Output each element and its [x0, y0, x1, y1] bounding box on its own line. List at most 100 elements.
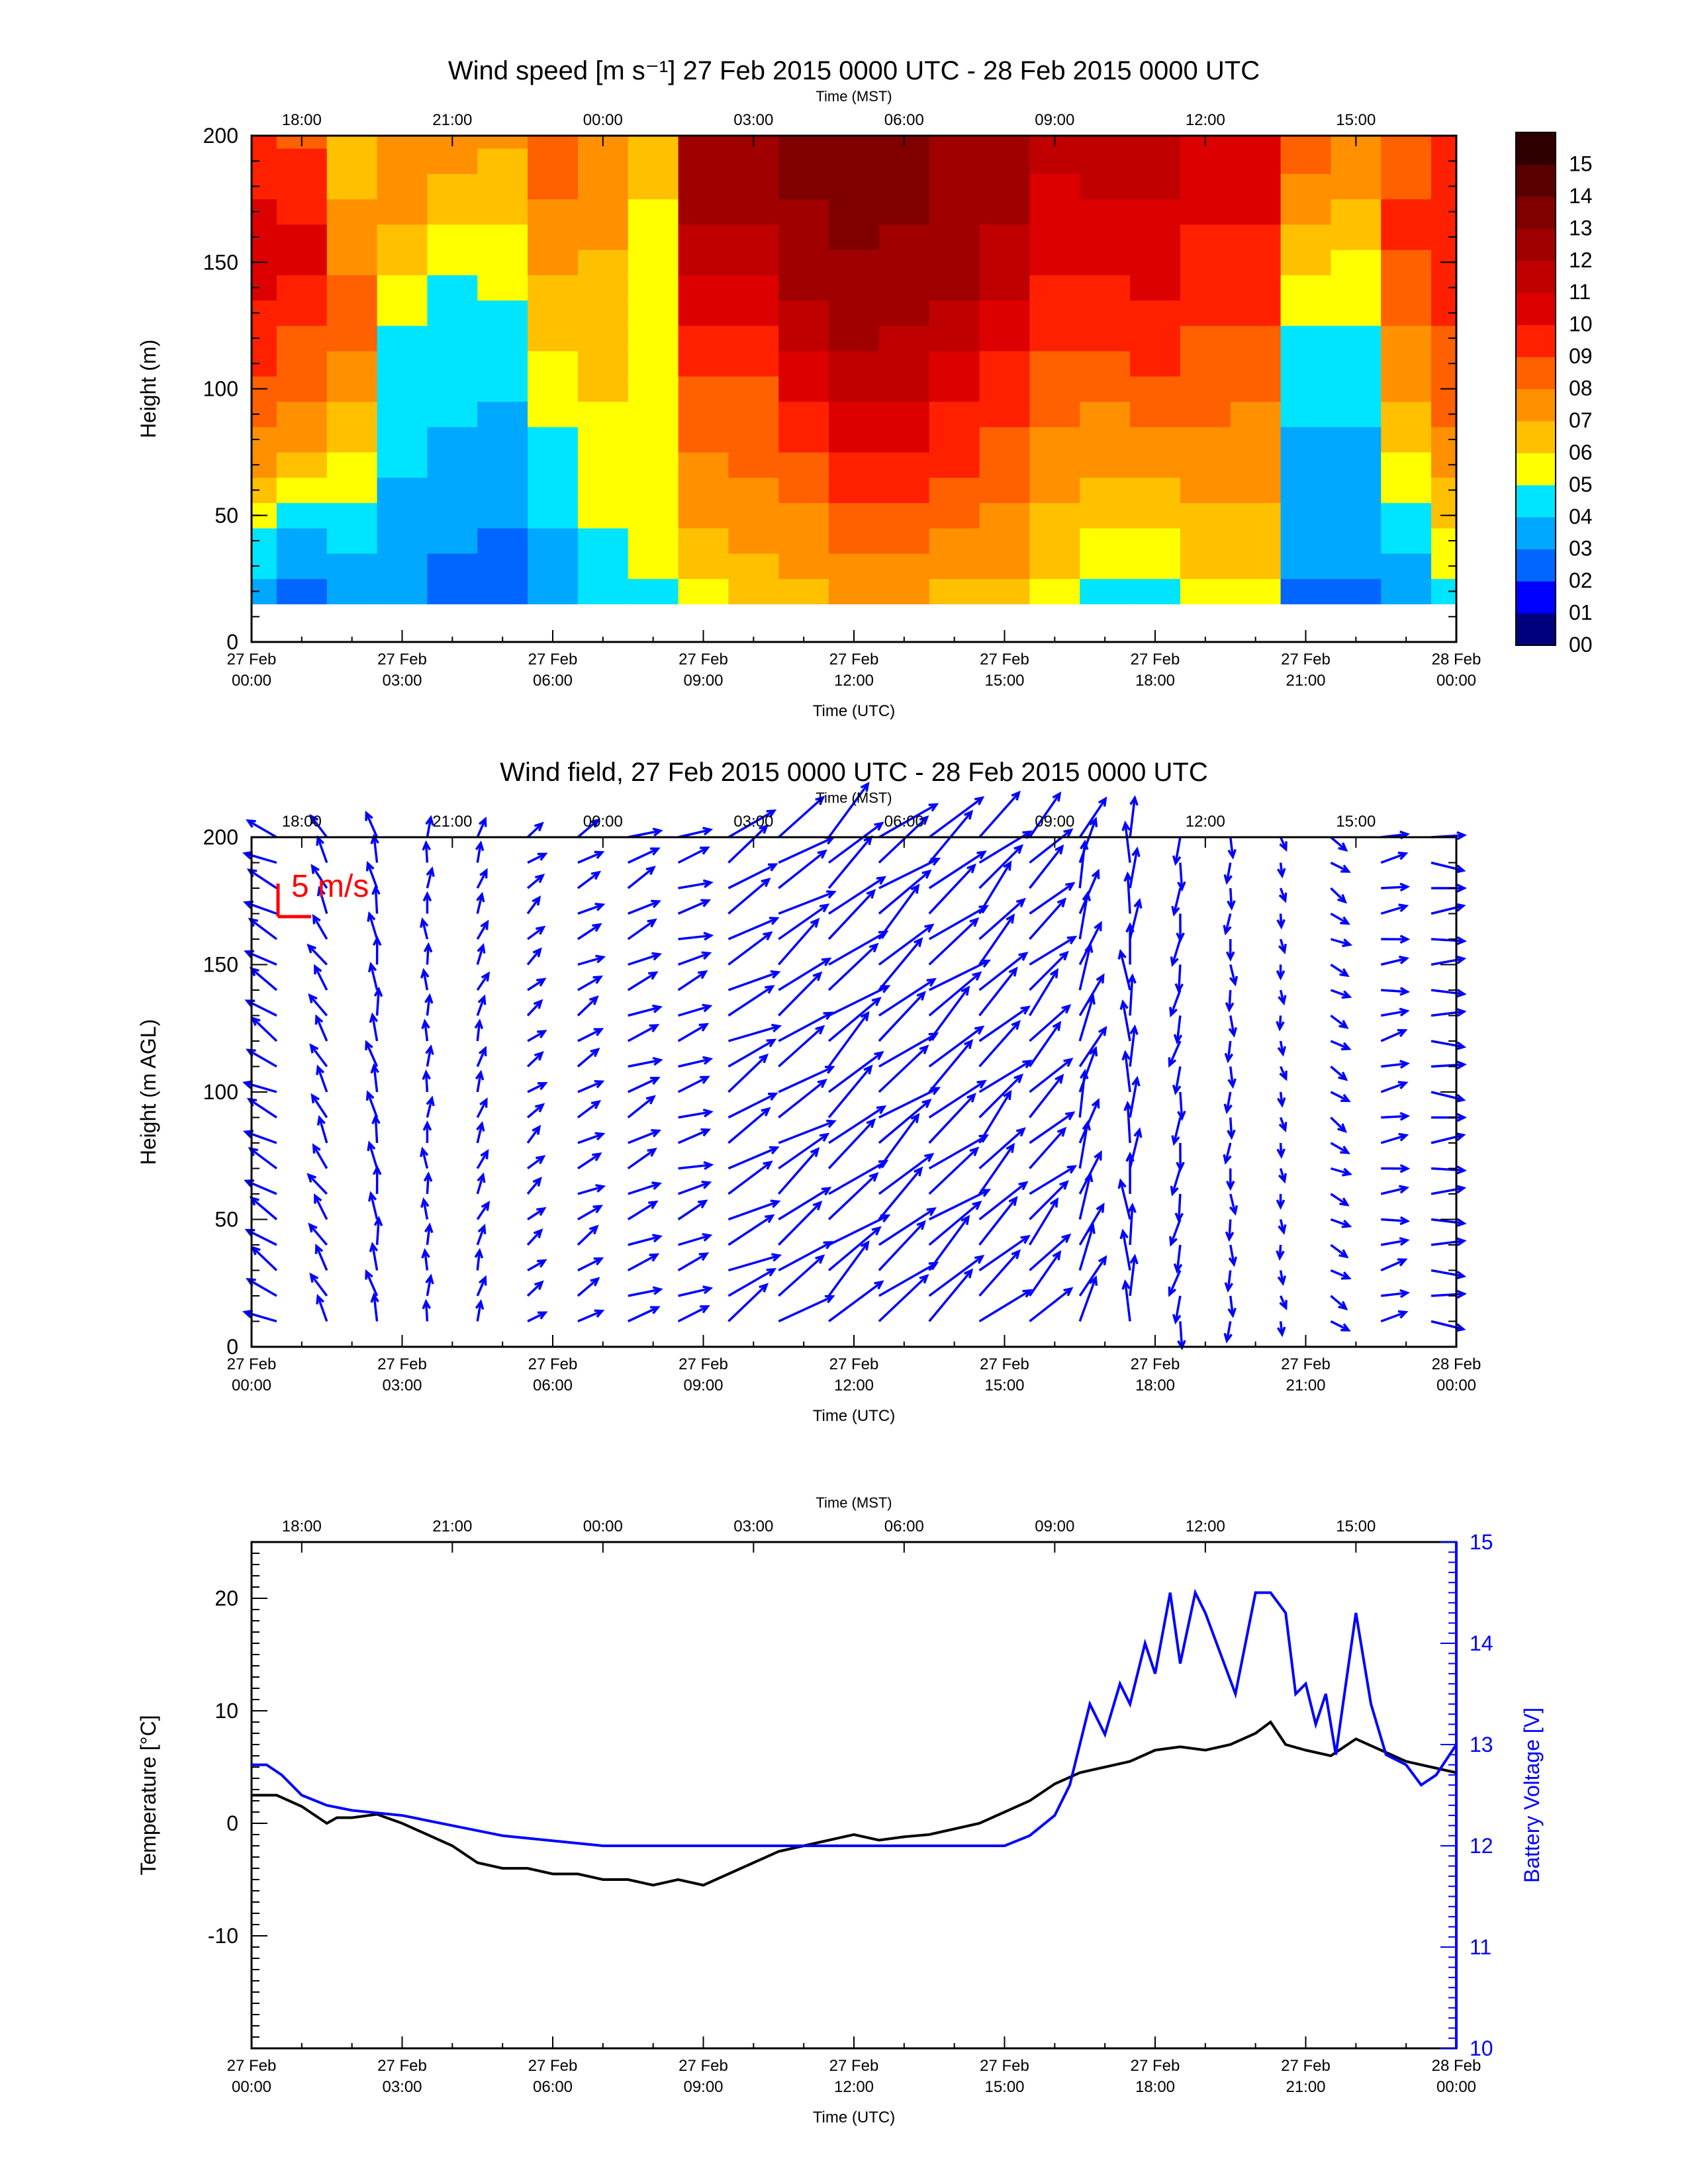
speed-cell	[728, 502, 779, 529]
wind-vector	[1229, 1066, 1235, 1087]
wind-vector-head	[1339, 1197, 1350, 1206]
temp-voltage-utc-tick-label: 27 Feb	[829, 2057, 879, 2075]
wind-vector-head	[978, 905, 990, 914]
wind-vector	[1029, 1165, 1076, 1195]
speed-cell	[1280, 199, 1331, 225]
wind-vector	[828, 931, 887, 966]
wind-vector-head	[1456, 989, 1467, 998]
speed-cell	[979, 553, 1030, 579]
speed-cell	[477, 477, 528, 504]
wind-vector-head	[1279, 1070, 1288, 1081]
speed-cell	[276, 477, 328, 504]
speed-cell	[1080, 527, 1131, 554]
speed-cell	[577, 477, 629, 504]
speed-cell	[377, 173, 428, 200]
speed-cell	[878, 224, 930, 250]
speed-cell	[427, 578, 478, 605]
wind-vector-head	[824, 1066, 835, 1074]
wind-vector	[1078, 870, 1100, 915]
wind-vector	[312, 915, 328, 940]
wind-vector	[628, 847, 659, 864]
wind-vector-head	[652, 1234, 663, 1243]
speed-cell	[1381, 527, 1432, 554]
speed-cell	[778, 224, 829, 250]
wind-vector-head	[651, 899, 661, 909]
wind-vector	[928, 1189, 990, 1221]
wind-vector-head	[702, 1109, 714, 1118]
wind-vector	[527, 852, 546, 864]
speed-cell	[1180, 224, 1231, 250]
wind-vector-head	[1455, 1323, 1466, 1332]
speed-cell	[678, 401, 729, 428]
wind-vector-head	[475, 840, 485, 851]
wind-vector-head	[1337, 1123, 1347, 1134]
wind-vector	[1029, 1112, 1074, 1144]
speed-cell	[477, 275, 528, 301]
speed-cell	[1080, 199, 1131, 225]
speed-cell	[1331, 527, 1382, 554]
wind-vector-head	[424, 993, 434, 1004]
wind-vector	[928, 905, 988, 940]
speed-cell	[1230, 477, 1282, 504]
wind-vector-head	[1340, 1323, 1351, 1332]
wind-vector	[373, 836, 379, 863]
wind-vector-head	[1119, 999, 1129, 1011]
wind-vector	[978, 792, 1020, 839]
wind-vector	[627, 1024, 658, 1042]
wind-vector-head	[765, 985, 775, 994]
wind-vector-head	[1006, 1142, 1015, 1154]
wind-vector-head	[477, 994, 487, 1005]
wind-vector	[252, 1246, 278, 1271]
wind-vector-head	[1129, 1024, 1139, 1035]
wind-speed-frame	[250, 134, 1458, 643]
wind-vector	[677, 1181, 710, 1195]
speed-cell	[829, 275, 880, 301]
wind-vector	[878, 1099, 931, 1144]
temp-voltage-utc-tick-label: 15:00	[984, 2078, 1024, 2096]
wind-vector	[827, 997, 880, 1042]
wind-vector	[628, 829, 661, 839]
wind-vector-head	[826, 1119, 837, 1128]
speed-cell	[878, 553, 930, 579]
speed-cell	[678, 325, 729, 351]
speed-cell	[628, 452, 679, 478]
wind-vector-head	[590, 1100, 602, 1109]
wind-vector	[827, 889, 875, 940]
speed-cell	[778, 578, 829, 605]
speed-cell	[528, 502, 579, 529]
speed-cell	[728, 527, 779, 554]
reference-vector-label: 5 m/s	[291, 869, 369, 904]
wind-vector	[978, 968, 1017, 1017]
wind-vector-head	[1399, 1289, 1410, 1298]
wind-vector-head	[1456, 1165, 1468, 1175]
speed-cell	[1080, 426, 1131, 453]
wind-vector	[628, 1288, 661, 1297]
wind-vector-head	[1338, 1249, 1349, 1259]
speed-cell	[1331, 553, 1382, 579]
wind-vector	[1176, 1244, 1182, 1271]
wind-vector	[628, 1059, 661, 1068]
speed-cell	[929, 376, 980, 402]
wind-vector-head	[1276, 1097, 1286, 1108]
wind-vector	[424, 1250, 429, 1271]
wind-vector-head	[916, 991, 927, 1001]
colorbar-swatch	[1516, 549, 1556, 582]
speed-cell	[276, 300, 328, 326]
wind-vector-head	[478, 1046, 487, 1057]
speed-cell	[1280, 136, 1331, 149]
wind-vector-head	[1224, 1282, 1234, 1293]
speed-cell	[276, 578, 328, 605]
speed-cell	[1029, 224, 1080, 250]
wind-field-mst-tick-label: 03:00	[733, 813, 773, 831]
wind-vector	[1129, 1078, 1139, 1118]
colorbar-label: 07	[1569, 408, 1593, 432]
wind-vector	[1078, 944, 1092, 991]
wind-vector-head	[700, 1075, 710, 1084]
wind-speed-mst-tick-label: 09:00	[1035, 111, 1074, 129]
speed-cell	[377, 502, 428, 529]
temp-voltage-utc-tick-label: 27 Feb	[980, 2057, 1029, 2075]
speed-cell	[1180, 325, 1231, 351]
wind-vector-head	[1223, 1332, 1233, 1343]
wind-vector-head	[594, 903, 606, 911]
colorbar-label: 00	[1569, 633, 1593, 657]
